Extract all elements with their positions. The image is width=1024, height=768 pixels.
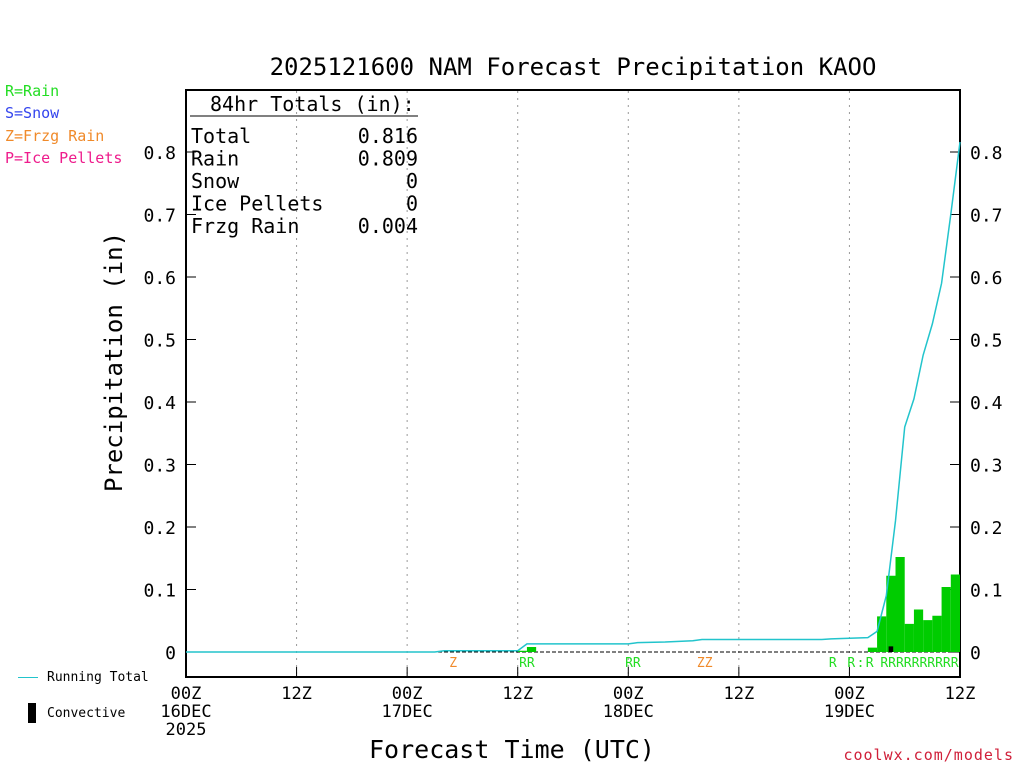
- y-tick-label: 0.7: [143, 206, 176, 227]
- totals-row-value: 0: [406, 192, 418, 216]
- precip-type-markers: Z RR RR ZZ R R: R RRRRRRRRRR: [449, 656, 958, 671]
- y-tick-label: 0.4: [143, 393, 176, 414]
- running-total-line: [186, 141, 961, 653]
- precip-bar: [941, 587, 951, 652]
- y-tick-label: 0.7: [970, 206, 1003, 227]
- x-tick-label: 16DEC: [160, 702, 211, 722]
- y-tick-label: 0.8: [970, 143, 1003, 164]
- y-axis-label: Precipitation (in): [100, 232, 128, 492]
- precip-bar: [526, 647, 537, 652]
- running-total-series: [186, 141, 961, 653]
- precip-type-marker: RR: [519, 656, 535, 671]
- totals-row-label: Frzg Rain: [191, 214, 299, 238]
- y-tick-label: 0.6: [970, 268, 1003, 289]
- y-tick-label: 0.8: [143, 143, 176, 164]
- y-tick-label: 0.4: [970, 393, 1003, 414]
- ptype-snow: S=Snow: [5, 104, 60, 122]
- plot-frame: [185, 89, 961, 678]
- precip-bar: [895, 557, 905, 652]
- y-tick-label: 0.3: [143, 456, 176, 477]
- y-tick-label: 0.2: [970, 518, 1003, 539]
- chart-title: 2025121600 NAM Forecast Precipitation KA…: [270, 53, 877, 81]
- hourly-bars: [517, 557, 960, 652]
- totals-row-label: Rain: [191, 147, 239, 171]
- precip-type-marker: :: [857, 656, 865, 671]
- y-axis-right: 0 0.1 0.2 0.3 0.4 0.5 0.6 0.7 0.8: [950, 143, 1003, 664]
- precip-bar: [913, 609, 924, 652]
- convective-swatch: [28, 703, 36, 723]
- y-tick-label: 0: [970, 643, 981, 664]
- y-tick-label: 0.6: [143, 268, 176, 289]
- precip-type-marker: Z: [449, 656, 457, 671]
- x-tick-label: 19DEC: [824, 702, 875, 722]
- x-tick-label: 12Z: [723, 684, 754, 704]
- totals-row-value: 0.816: [358, 124, 418, 148]
- running-total-swatch: [18, 677, 38, 678]
- precip-type-marker: RRRRRRRRRR: [880, 656, 958, 671]
- source-credit: coolwx.com/models: [843, 746, 1014, 764]
- precip-type-marker: R: [866, 656, 874, 671]
- x-tick-label: 00Z: [834, 684, 865, 704]
- x-axis-label: Forecast Time (UTC): [369, 735, 655, 764]
- totals-row-label: Snow: [191, 169, 240, 193]
- convective-bar: [888, 646, 894, 652]
- totals-header: 84hr Totals (in):: [210, 92, 415, 116]
- precip-bar: [923, 620, 933, 652]
- precip-bar: [877, 616, 887, 652]
- running-total-legend-label: Running Total: [47, 670, 149, 685]
- precip-type-marker: RR: [625, 656, 641, 671]
- precip-bar: [904, 623, 914, 652]
- y-tick-label: 0.5: [143, 331, 176, 352]
- precip-bar: [867, 647, 878, 652]
- y-tick-label: 0.5: [970, 331, 1003, 352]
- x-tick-label: 00Z: [171, 684, 202, 704]
- x-tick-label: 17DEC: [382, 702, 433, 722]
- precip-type-marker: R: [829, 656, 837, 671]
- totals-row-value: 0.809: [358, 147, 418, 171]
- y-tick-label: 0: [165, 643, 176, 664]
- precip-bar: [932, 615, 942, 652]
- totals-row-label: Ice Pellets: [191, 192, 323, 216]
- precip-bar: [950, 574, 960, 652]
- x-tick-label: 2025: [166, 720, 207, 740]
- x-tick-label: 12Z: [502, 684, 533, 704]
- y-tick-label: 0.1: [970, 581, 1003, 602]
- totals-row-value: 0.004: [358, 214, 418, 238]
- precip-type-marker: ZZ: [697, 656, 713, 671]
- x-tick-label: 00Z: [392, 684, 423, 704]
- y-tick-label: 0.2: [143, 518, 176, 539]
- ptype-ice-pellets: P=Ice Pellets: [5, 149, 123, 167]
- y-tick-label: 0.3: [970, 456, 1003, 477]
- x-tick-label: 12Z: [945, 684, 976, 704]
- totals-row-label: Total: [191, 124, 251, 148]
- precip-bar: [886, 575, 896, 652]
- totals-row-value: 0: [406, 169, 418, 193]
- grid-lines: [296, 91, 850, 676]
- y-axis-left: 0 0.1 0.2 0.3 0.4 0.5 0.6 0.7 0.8: [143, 143, 196, 664]
- precip-bar: [517, 650, 527, 652]
- precip-type-marker: R: [847, 656, 855, 671]
- ptype-rain: R=Rain: [5, 82, 60, 100]
- y-tick-label: 0.1: [143, 581, 176, 602]
- x-tick-label: 12Z: [281, 684, 312, 704]
- x-tick-label: 18DEC: [603, 702, 654, 722]
- ptype-frzg-rain: Z=Frzg Rain: [5, 127, 105, 145]
- totals-box: 84hr Totals (in): Total 0.816 Rain 0.809 Sno…: [190, 92, 418, 238]
- convective-legend-label: Convective: [47, 706, 126, 721]
- x-tick-label: 00Z: [613, 684, 644, 704]
